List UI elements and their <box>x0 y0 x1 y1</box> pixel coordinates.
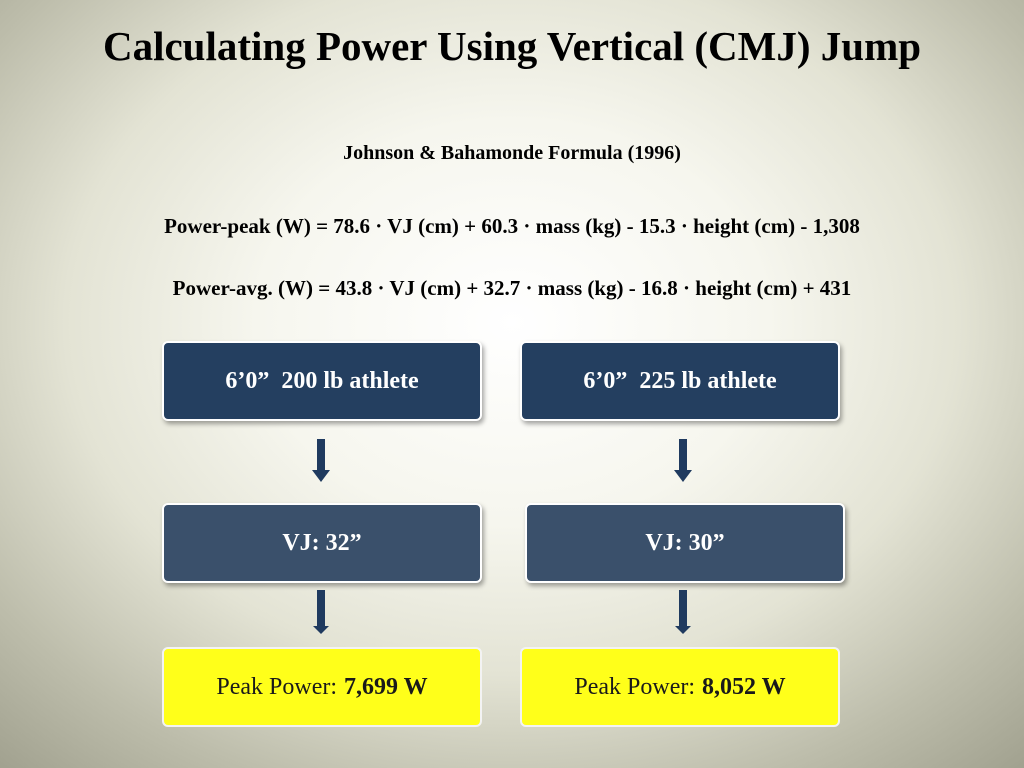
athlete-box-left: 6’0” 200 lb athlete <box>162 341 482 421</box>
peak-power-label-right: Peak Power: <box>574 673 696 700</box>
down-arrow-icon <box>674 439 692 482</box>
vj-label-right: VJ: 30” <box>645 529 725 556</box>
athlete-label-left: 6’0” 200 lb athlete <box>225 367 419 394</box>
peak-power-value-left: 7,699 W <box>344 673 428 700</box>
vj-box-right: VJ: 30” <box>525 503 845 583</box>
vj-box-left: VJ: 32” <box>162 503 482 583</box>
slide-title: Calculating Power Using Vertical (CMJ) J… <box>102 23 922 69</box>
down-arrow-icon <box>313 590 329 634</box>
down-arrow-icon <box>675 590 691 634</box>
vj-label-left: VJ: 32” <box>282 529 362 556</box>
power-avg-formula: Power-avg. (W) = 43.8 · VJ (cm) + 32.7 ·… <box>172 276 852 300</box>
peak-power-value-right: 8,052 W <box>702 673 786 700</box>
peak-power-box-left: Peak Power: 7,699 W <box>162 647 482 727</box>
formula-source: Johnson & Bahamonde Formula (1996) <box>343 142 681 164</box>
peak-power-box-right: Peak Power: 8,052 W <box>520 647 840 727</box>
athlete-box-right: 6’0” 225 lb athlete <box>520 341 840 421</box>
power-peak-formula: Power-peak (W) = 78.6 · VJ (cm) + 60.3 ·… <box>164 214 860 238</box>
peak-power-label-left: Peak Power: <box>216 673 338 700</box>
athlete-label-right: 6’0” 225 lb athlete <box>583 367 777 394</box>
down-arrow-icon <box>312 439 330 482</box>
